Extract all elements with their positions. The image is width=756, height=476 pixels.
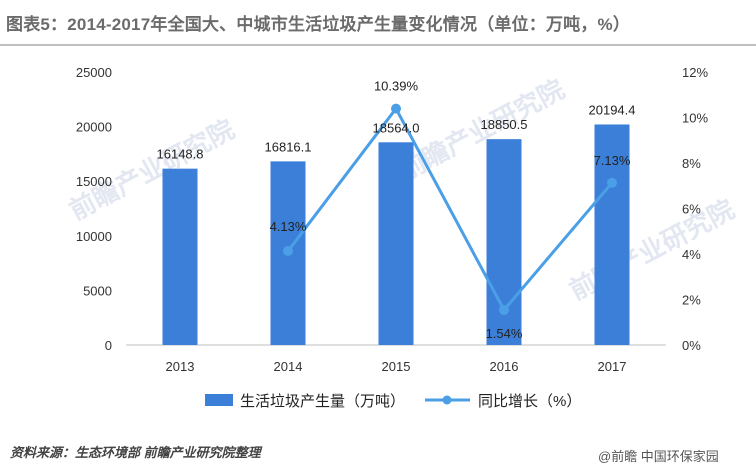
bar: [594, 124, 630, 346]
legend-bar-label: 生活垃圾产生量（万吨）: [240, 393, 405, 410]
right-axis-ticks: 0% 2% 4% 6% 8% 10% 12%: [682, 65, 708, 353]
growth-point: [283, 246, 293, 257]
left-axis-tick-label: 10000: [76, 229, 112, 244]
growth-value-label: 7.13%: [594, 153, 631, 168]
right-axis-tick-label: 8%: [682, 156, 701, 171]
growth-value-label: 1.54%: [486, 326, 523, 341]
growth-point: [391, 103, 401, 114]
growth-value-label: 4.13%: [270, 219, 307, 234]
right-axis-tick-label: 0%: [682, 338, 701, 353]
bar: [378, 142, 414, 345]
growth-line-series: [283, 103, 617, 315]
x-axis-tick-label: 2014: [274, 359, 303, 374]
growth-point: [607, 177, 617, 188]
bar-value-label: 18564.0: [373, 120, 420, 135]
right-axis-tick-label: 10%: [682, 111, 708, 126]
legend-line-marker: [442, 395, 452, 405]
growth-value-label: 10.39%: [374, 79, 419, 94]
right-axis-tick-label: 4%: [682, 247, 701, 262]
bar-value-label: 18850.5: [481, 117, 528, 132]
left-axis-tick-label: 25000: [76, 65, 112, 80]
bar-value-label: 20194.4: [589, 102, 636, 117]
title-divider: [0, 44, 756, 46]
x-axis-tick-label: 2016: [490, 359, 519, 374]
bar-value-label: 16816.1: [265, 139, 312, 154]
bar-value-label: 16148.8: [157, 147, 204, 162]
x-axis-tick-label: 2013: [166, 359, 195, 374]
left-axis-tick-label: 0: [105, 338, 112, 353]
x-axis-tick-label: 2015: [382, 359, 411, 374]
right-axis-tick-label: 12%: [682, 65, 708, 80]
legend: 生活垃圾产生量（万吨） 同比增长（%）: [205, 393, 581, 410]
x-axis-tick-label: 2017: [598, 359, 627, 374]
bar: [162, 168, 198, 345]
left-axis-tick-label: 15000: [76, 174, 112, 189]
right-axis-tick-label: 6%: [682, 202, 701, 217]
x-axis-ticks: 2013 2014 2015 2016 2017: [166, 359, 627, 374]
legend-bar-swatch: [205, 394, 233, 406]
data-labels: 16148.8 16816.1 18564.0 18850.5 20194.4 4.13%…: [157, 79, 636, 341]
bar-series: [162, 124, 630, 346]
credit-note: @前瞻 中国环保家园: [598, 449, 719, 464]
left-axis-tick-label: 20000: [76, 120, 112, 135]
legend-line-label: 同比增长（%）: [478, 393, 581, 410]
left-axis-tick-label: 5000: [83, 283, 112, 298]
source-note: 资料来源：生态环境部 前瞻产业研究院整理: [10, 445, 261, 460]
growth-line: [286, 105, 614, 313]
right-axis-tick-label: 2%: [682, 293, 701, 308]
growth-point: [499, 304, 509, 315]
chart-title: 图表5：2014-2017年全国大、中城市生活垃圾产生量变化情况（单位：万吨，%…: [6, 15, 631, 34]
left-axis-ticks: 0 5000 10000 15000 20000 25000: [76, 65, 112, 353]
